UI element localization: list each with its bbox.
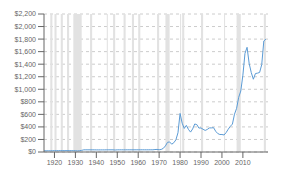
svg-text:$0: $0: [28, 148, 36, 155]
svg-text:$1,000: $1,000: [15, 86, 37, 93]
svg-text:1930: 1930: [68, 159, 84, 166]
svg-text:1980: 1980: [172, 159, 188, 166]
svg-text:$1,600: $1,600: [15, 48, 37, 55]
svg-text:$800: $800: [20, 98, 36, 105]
svg-text:1940: 1940: [89, 159, 105, 166]
svg-text:$2,200: $2,200: [15, 10, 37, 17]
svg-text:$2,000: $2,000: [15, 23, 37, 30]
svg-text:1920: 1920: [47, 159, 63, 166]
svg-text:2000: 2000: [214, 159, 230, 166]
svg-text:$1,400: $1,400: [15, 61, 37, 68]
svg-text:1950: 1950: [109, 159, 125, 166]
svg-text:1970: 1970: [151, 159, 167, 166]
svg-text:2010: 2010: [235, 159, 251, 166]
svg-text:$600: $600: [20, 111, 36, 118]
svg-text:1990: 1990: [193, 159, 209, 166]
svg-text:1960: 1960: [130, 159, 146, 166]
svg-text:$1,800: $1,800: [15, 36, 37, 43]
svg-text:$200: $200: [20, 136, 36, 143]
svg-text:$1,200: $1,200: [15, 73, 37, 80]
svg-text:$400: $400: [20, 123, 36, 130]
